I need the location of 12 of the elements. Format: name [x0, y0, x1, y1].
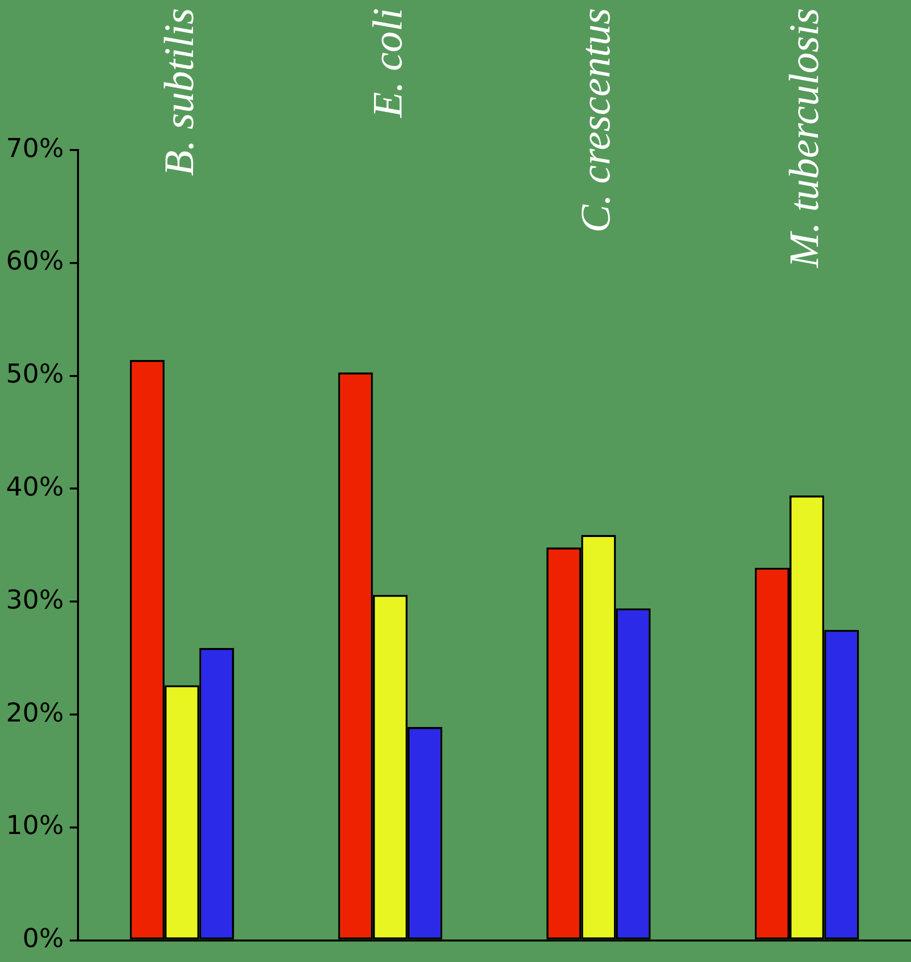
y-tick-label: 50% [6, 360, 64, 390]
y-tick-label: 10% [6, 811, 64, 842]
y-tick-label: 60% [6, 246, 64, 277]
x-tick-label: E. coli [365, 8, 412, 119]
x-tick-label: B. subtilis [156, 8, 203, 176]
y-tick-label: 40% [6, 472, 64, 502]
x-tick-label: M. tuberculosis [782, 8, 828, 269]
y-tick-label: 70% [6, 134, 64, 164]
y-tick-label: 30% [6, 585, 64, 616]
y-tick-label: 20% [6, 698, 64, 728]
x-tick-label: C. crescentus [574, 8, 620, 233]
y-tick-label: 0% [22, 924, 64, 954]
